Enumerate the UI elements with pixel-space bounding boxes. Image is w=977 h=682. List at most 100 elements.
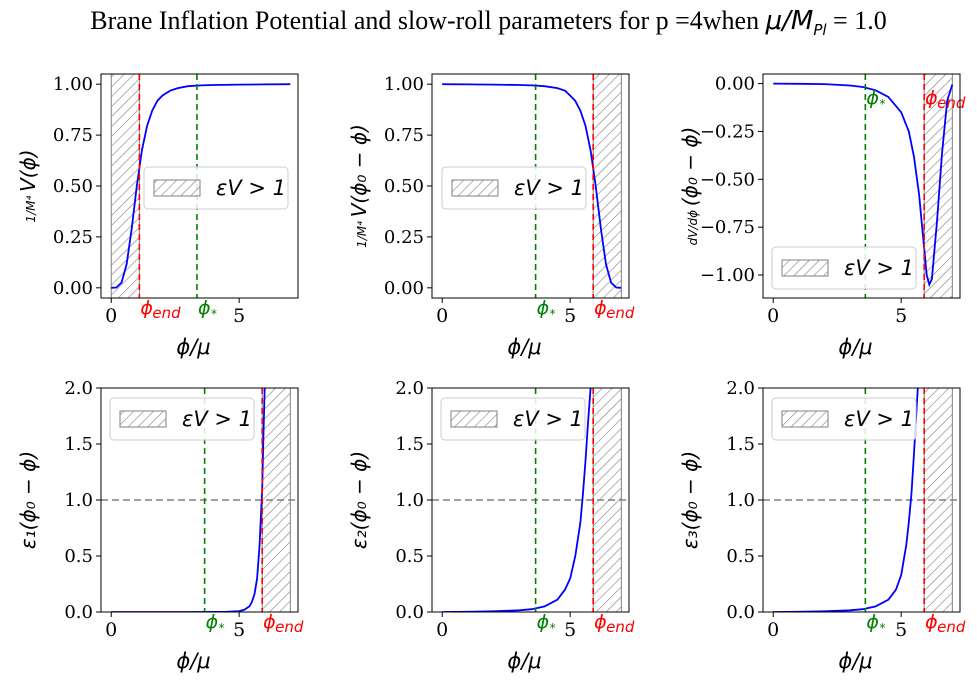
y-tick-label: 0.50 [384, 176, 424, 197]
phi-end-label: ϕ [263, 611, 276, 633]
phi-end-sub: end [606, 304, 635, 322]
y-axis-label-prefix: 1/M⁴ [355, 217, 369, 248]
y-tick-label: −0.75 [700, 217, 755, 238]
hatched-region [110, 74, 140, 298]
y-tick-label: −1.00 [700, 265, 755, 286]
y-tick-label: 0.5 [64, 546, 93, 567]
y-tick-label: 2.0 [395, 378, 424, 399]
phi-star-label: ϕ [198, 297, 211, 319]
y-tick-label: −0.50 [700, 169, 755, 190]
y-axis-label: 1/M⁴ V(ϕ₀ − ϕ) [347, 124, 371, 248]
x-tick-label: 5 [233, 305, 245, 327]
phi-end-sub: end [152, 304, 181, 322]
y-axis-label-main: ε₃(ϕ₀ − ϕ) [678, 451, 702, 549]
series-line [442, 388, 592, 612]
axes-frame [762, 73, 961, 299]
y-tick-label: 2.0 [64, 378, 93, 399]
y-axis-label-main: ε₁(ϕ₀ − ϕ) [16, 451, 40, 549]
x-axis-label: ϕ/μ [507, 649, 541, 673]
x-axis-label: ϕ/μ [176, 335, 210, 359]
y-tick-label: 0.5 [395, 546, 424, 567]
y-tick-label: 0.00 [53, 278, 93, 299]
x-tick-label: 0 [436, 619, 448, 641]
title-prefix: Brane Inflation Potential and slow-roll … [90, 6, 766, 35]
phi-end-label: ϕ [925, 611, 938, 633]
legend-swatch [781, 410, 829, 428]
title-suffix: = 1.0 [826, 6, 887, 35]
x-tick-label: 5 [564, 305, 576, 327]
phi-star-sub: * [879, 621, 885, 635]
phi-star-label: ϕ [537, 297, 550, 319]
phi-star-label: ϕ [866, 611, 879, 633]
y-axis-label: ε₂(ϕ₀ − ϕ) [347, 451, 371, 549]
y-axis-label-main: V(ϕ₀ − ϕ) [347, 124, 371, 217]
legend: εV > 1 [441, 166, 587, 210]
phi-end-sub: end [275, 618, 304, 636]
phi-star-sub: * [211, 307, 217, 321]
legend-swatch [450, 410, 498, 428]
x-tick-label: 0 [436, 305, 448, 327]
y-axis-label-main: V(ϕ) [16, 149, 40, 191]
y-tick-label: 0.0 [395, 602, 424, 623]
y-tick-label: −0.25 [700, 121, 755, 142]
phi-star-sub: * [219, 621, 225, 635]
series-line [773, 388, 919, 612]
hatched-region [923, 74, 953, 298]
x-tick-label: 0 [105, 619, 117, 641]
y-tick-label: 1.0 [726, 490, 755, 511]
legend-swatch [153, 179, 201, 197]
legend: εV > 1 [440, 397, 586, 441]
legend-swatch [451, 179, 499, 197]
y-tick-label: 0.50 [53, 176, 93, 197]
series-line [111, 388, 266, 612]
x-tick-label: 0 [105, 305, 117, 327]
y-tick-label: 1.00 [384, 74, 424, 95]
x-axis-label: ϕ/μ [507, 335, 541, 359]
legend-label: εV > 1 [514, 176, 584, 200]
phi-end-sub: end [606, 618, 635, 636]
x-tick-label: 5 [895, 619, 907, 641]
legend: εV > 1 [143, 166, 289, 210]
series-line [442, 83, 622, 289]
x-tick-label: 5 [895, 305, 907, 327]
y-tick-label: 1.5 [726, 434, 755, 455]
y-tick-label: 2.0 [726, 378, 755, 399]
series-line [773, 82, 954, 288]
y-tick-label: 0.0 [726, 602, 755, 623]
y-tick-label: 1.0 [64, 490, 93, 511]
phi-end-label: ϕ [594, 611, 607, 633]
y-tick-label: 0.0 [64, 602, 93, 623]
phi-star-sub: * [550, 307, 556, 321]
legend-label: εV > 1 [844, 256, 914, 280]
phi-star-label: ϕ [537, 611, 550, 633]
y-tick-label: 1.00 [53, 74, 93, 95]
x-tick-label: 5 [233, 619, 245, 641]
legend: εV > 1 [771, 246, 917, 290]
hatched-region [592, 74, 622, 298]
series-line [111, 83, 291, 289]
x-axis-label: ϕ/μ [838, 335, 872, 359]
legend-frame [441, 166, 587, 210]
title-math-sub: Pl [813, 21, 827, 40]
y-axis-label: ε₃(ϕ₀ − ϕ) [678, 451, 702, 549]
legend: εV > 1 [109, 397, 255, 441]
x-tick-label: 0 [767, 619, 779, 641]
phi-end-label: ϕ [594, 297, 607, 319]
y-tick-label: 0.00 [715, 74, 755, 95]
phi-end-label: ϕ [925, 87, 938, 109]
y-tick-label: 0.75 [384, 125, 424, 146]
x-tick-label: 5 [564, 619, 576, 641]
legend-label: εV > 1 [216, 176, 286, 200]
y-axis-label: 1/M⁴ V(ϕ) [16, 149, 40, 222]
x-axis-label: ϕ/μ [176, 649, 210, 673]
legend-label: εV > 1 [182, 407, 252, 431]
legend-frame [440, 397, 586, 441]
legend-swatch [781, 259, 829, 277]
